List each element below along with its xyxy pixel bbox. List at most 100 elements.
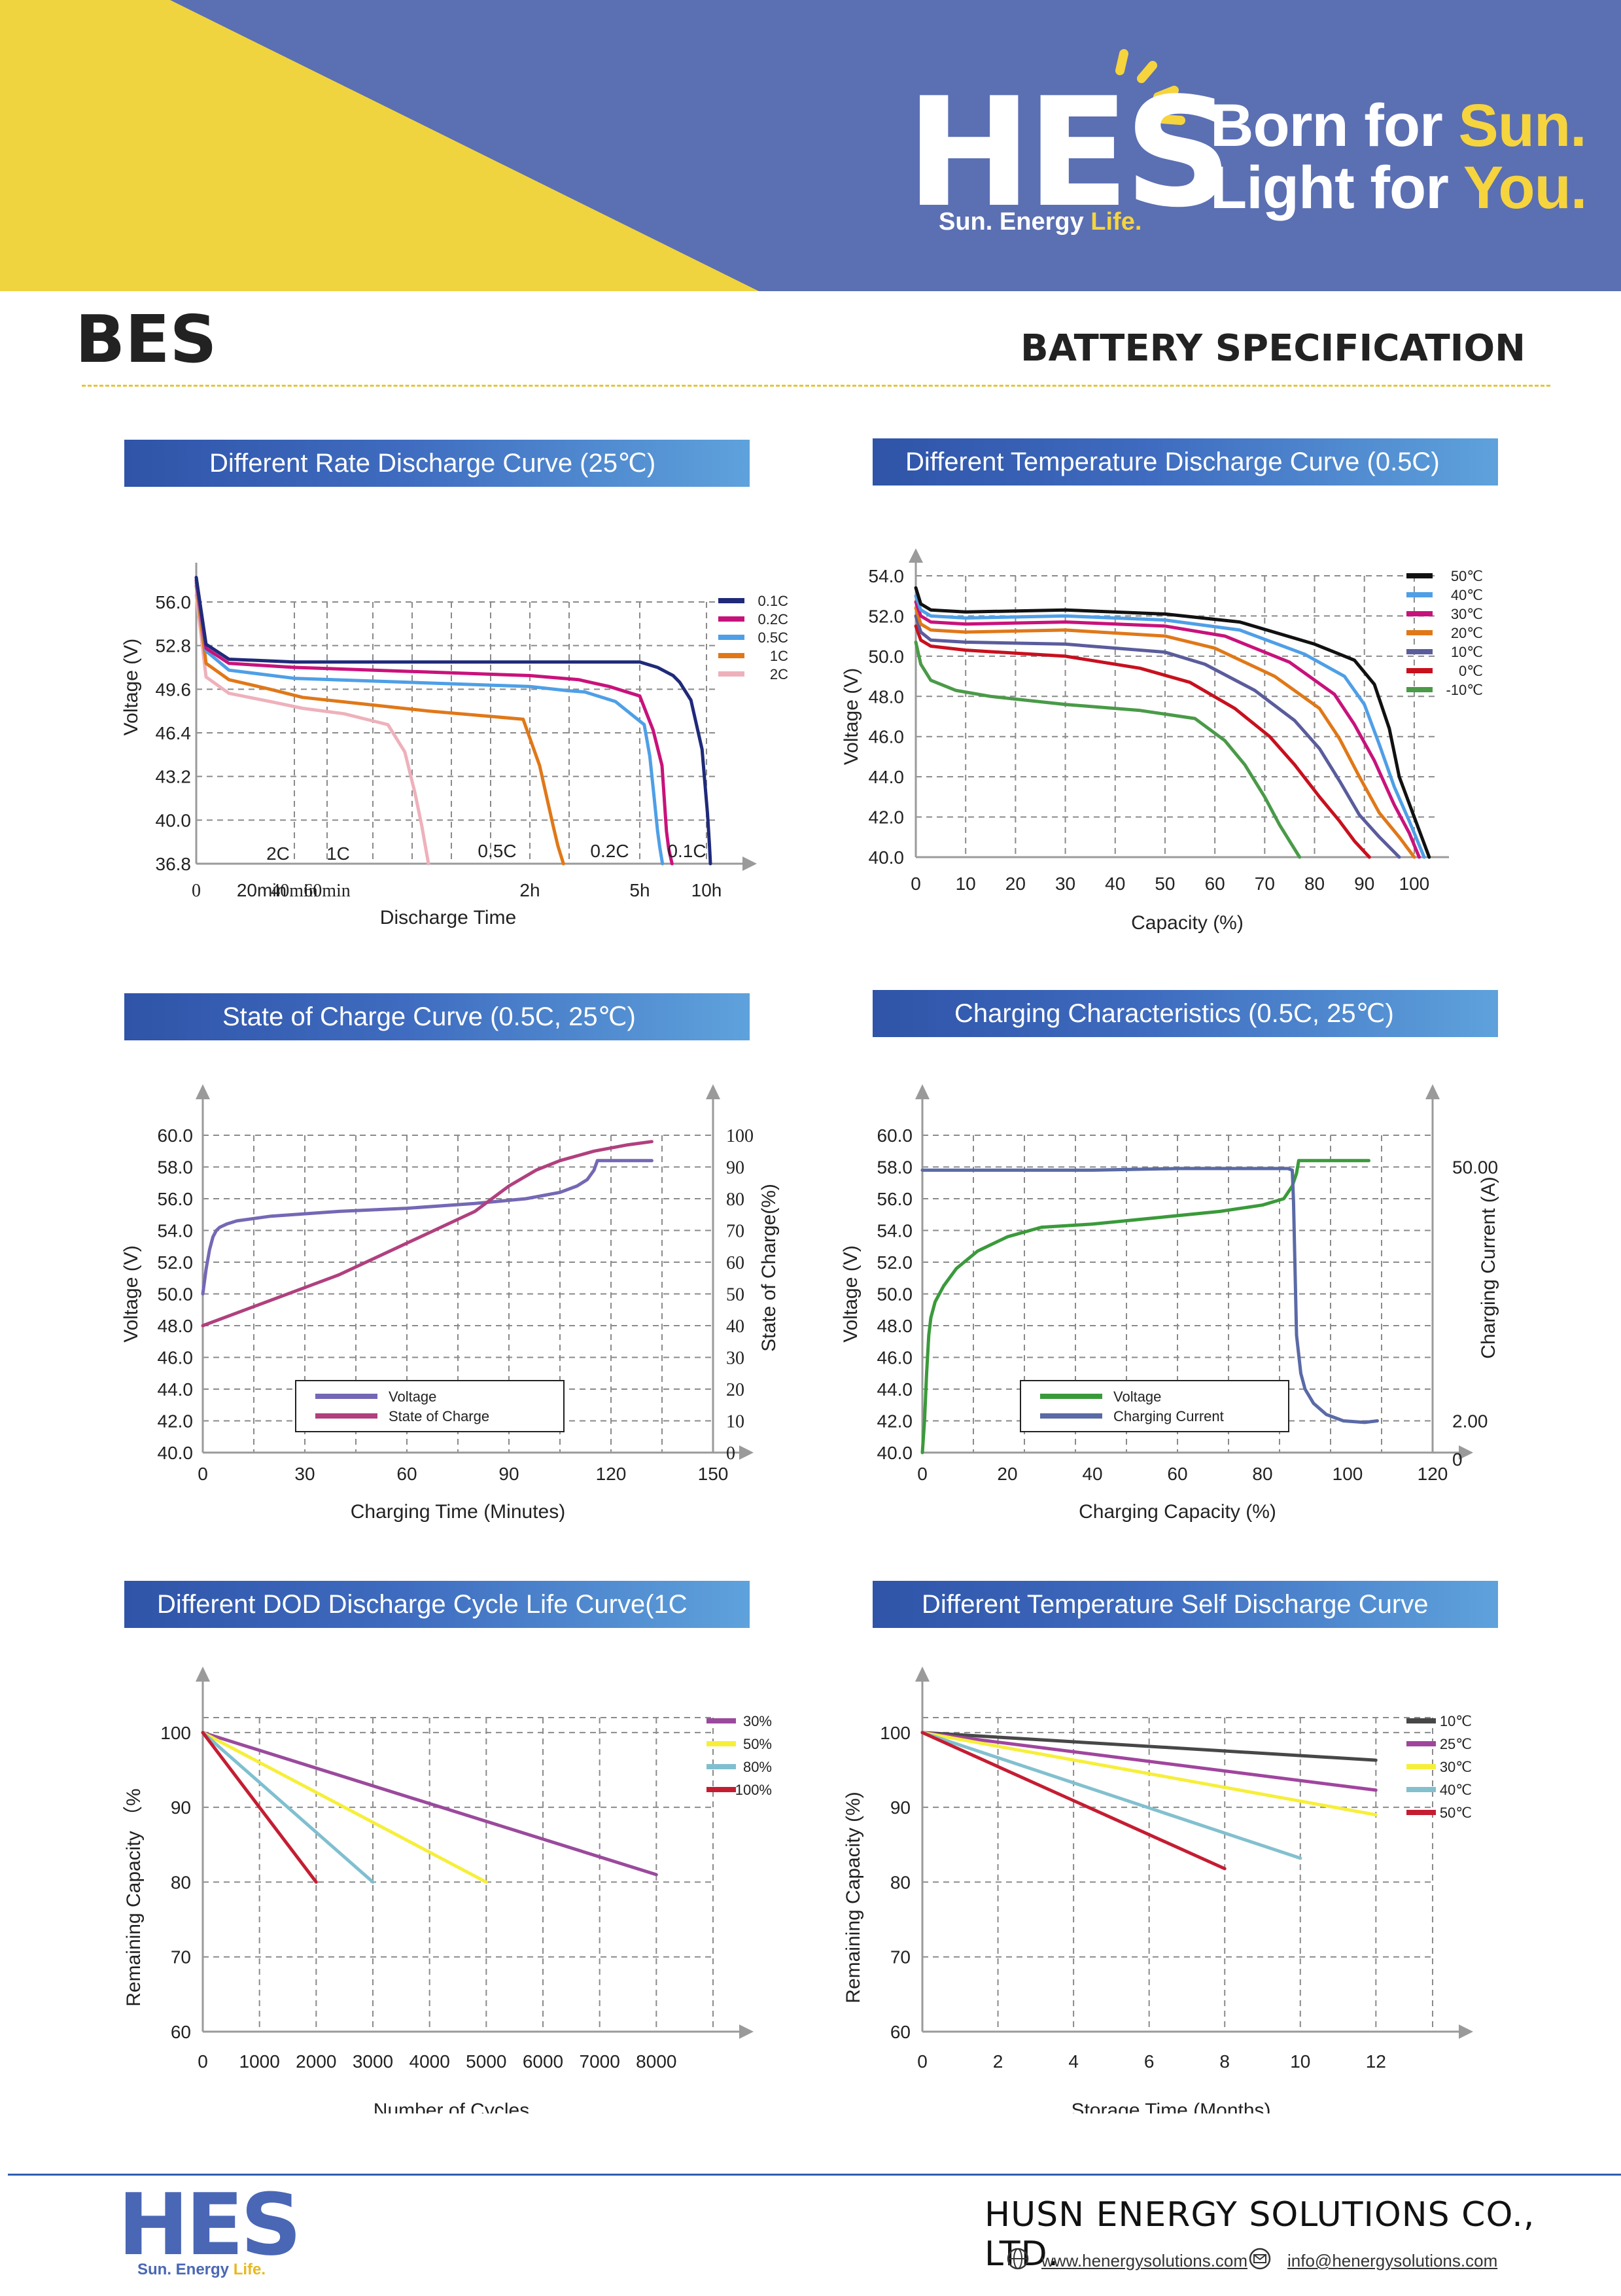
series-line-State of Charge — [201, 1140, 654, 1328]
logo-subtitle: Sun. Energy Life. — [939, 208, 1142, 236]
x-tick-label: 90 — [1354, 874, 1374, 894]
legend-label: 50℃ — [1451, 568, 1483, 584]
y-tick-label: 46.0 — [877, 1348, 913, 1368]
x-tick-label: 7000 — [580, 2051, 620, 2072]
y2-tick-label: 50.00 — [1452, 1157, 1498, 1178]
legend-label: 0.5C — [758, 629, 789, 646]
series-line-40℃ — [920, 1731, 1302, 1860]
series-end-label: 0.5C — [478, 841, 516, 861]
series-line-25℃ — [920, 1731, 1378, 1792]
x-tick-label: 20 — [1005, 874, 1026, 894]
y-axis-arrow-icon — [196, 1667, 210, 1682]
y-tick-label: 56.0 — [877, 1189, 913, 1209]
x-tick-label: 60 — [1167, 1464, 1187, 1484]
x-tick-label: 20min — [237, 880, 287, 900]
series-line-0℃ — [914, 624, 1371, 859]
x-tick-label: 100 — [1399, 874, 1430, 894]
tagline-line2: Light for You. — [1210, 154, 1587, 221]
legend-label: 0.1C — [758, 593, 789, 609]
series-line-10℃ — [920, 1731, 1378, 1762]
y-axis-arrow-icon — [909, 548, 923, 563]
x-tick-label: 8000 — [636, 2051, 676, 2072]
series-line-80% — [201, 1731, 375, 1884]
series-line-10℃ — [914, 614, 1401, 859]
x-tick-label: 0 — [198, 1464, 208, 1484]
y2-tick-label: 100 — [726, 1126, 754, 1146]
header-logo: HES — [906, 66, 1232, 241]
series-line-Voltage — [201, 1159, 654, 1296]
chart1-title: Different Rate Discharge Curve (25℃) — [124, 440, 750, 487]
series-end-label: 2C — [266, 843, 290, 864]
rate-discharge-chart: 36.8 40.0 43.2 46.4 49.6 52.8 56.0 0 20min40min6… — [120, 563, 789, 928]
footer-logo-subtitle: Sun. Energy Life. — [137, 2261, 266, 2278]
y2-tick-label: 2.00 — [1452, 1411, 1488, 1432]
x-axis-label: Number of Cycles — [374, 2100, 529, 2113]
y-tick-label: 44.0 — [158, 1379, 194, 1400]
series-line-0.2C — [194, 578, 674, 866]
x-axis-arrow-icon — [1459, 1445, 1473, 1460]
x-axis-arrow-icon — [1459, 2024, 1473, 2039]
legend-label: 30℃ — [1440, 1759, 1472, 1775]
x-axis-label: Discharge Time — [380, 907, 516, 928]
legend-label: 1C — [770, 648, 788, 664]
series-line-20℃ — [914, 606, 1416, 859]
legend-label: -10℃ — [1446, 682, 1483, 698]
y-tick-label: 90 — [890, 1797, 911, 1818]
y-tick-label: 40.0 — [156, 810, 192, 830]
temperature-discharge-chart: 40.0 42.0 44.0 46.0 48.0 50.0 52.0 54.0 0 10 20 30 4… — [841, 548, 1483, 934]
x-axis-label: Storage Time (Months) — [1071, 2100, 1270, 2113]
y2-tick-label: 80 — [726, 1190, 744, 1210]
y-tick-label: 70 — [890, 1947, 911, 1968]
website-link[interactable]: www.henergysolutions.com — [1041, 2251, 1248, 2270]
x-tick-label: 0 — [192, 881, 201, 901]
x-tick-label: 60 — [1205, 874, 1225, 894]
x-tick-label: 0 — [198, 2051, 208, 2072]
x-tick-label: 4000 — [410, 2051, 450, 2072]
document-code: BES — [75, 301, 217, 378]
y-axis-label: Voltage (V) — [841, 668, 862, 765]
x-tick-label: 60min — [304, 881, 351, 901]
x-tick-label: 8 — [1219, 2051, 1230, 2072]
series-line-100% — [201, 1731, 318, 1884]
header-banner — [0, 0, 1621, 291]
x-axis-label: Capacity (%) — [1131, 912, 1244, 934]
email-link[interactable]: info@henergysolutions.com — [1287, 2251, 1498, 2270]
series-line-30% — [201, 1731, 658, 1877]
company-name: HUSN ENERGY SOLUTIONS CO., LTD. — [985, 2195, 1535, 2274]
series-end-label: 1C — [326, 843, 350, 864]
y2-tick-label: 10 — [726, 1412, 744, 1432]
y-axis-label: Remaining Capacity （% — [123, 1788, 145, 2006]
x-tick-label: 50 — [1155, 874, 1175, 894]
y2-axis-arrow-icon — [706, 1084, 720, 1099]
y-tick-label: 54.0 — [158, 1221, 194, 1241]
x-tick-label: 30 — [294, 1464, 315, 1484]
x-tick-label: 5000 — [466, 2051, 506, 2072]
x-axis-arrow-icon — [742, 857, 757, 871]
self-discharge-chart: 60 70 80 90 100 0 2 4 6 8 10 12 Storage Time (Months… — [843, 1667, 1473, 2113]
x-axis-label: Charging Capacity (%) — [1079, 1501, 1276, 1523]
y-tick-label: 36.8 — [156, 854, 192, 874]
y-tick-label: 46.0 — [869, 727, 905, 747]
legend-label: 50% — [743, 1736, 772, 1752]
chart5-title: Different DOD Discharge Cycle Life Curve… — [124, 1581, 750, 1628]
chart6-title: Different Temperature Self Discharge Cur… — [873, 1581, 1498, 1628]
x-tick-label: 80 — [1304, 874, 1325, 894]
y-tick-label: 70 — [171, 1947, 191, 1968]
legend-label: Voltage — [389, 1388, 436, 1405]
y-tick-label: 100 — [160, 1723, 191, 1743]
y-tick-label: 43.2 — [156, 767, 192, 787]
x-tick-label: 5h — [629, 880, 650, 900]
x-tick-label: 2h — [519, 880, 540, 900]
y-tick-label: 52.0 — [877, 1252, 913, 1273]
legend-label: 100% — [735, 1782, 772, 1798]
x-tick-label: 80 — [1252, 1464, 1272, 1484]
header-divider — [82, 385, 1550, 387]
x-tick-label: 70 — [1255, 874, 1275, 894]
y-tick-label: 48.0 — [877, 1316, 913, 1336]
x-tick-label: 10h — [691, 880, 722, 900]
y-axis-arrow-icon — [915, 1667, 930, 1682]
legend-label: 50℃ — [1440, 1805, 1472, 1821]
x-tick-label: 0 — [917, 1464, 928, 1484]
x-tick-label: 4 — [1068, 2051, 1079, 2072]
globe-icon — [1007, 2248, 1029, 2270]
